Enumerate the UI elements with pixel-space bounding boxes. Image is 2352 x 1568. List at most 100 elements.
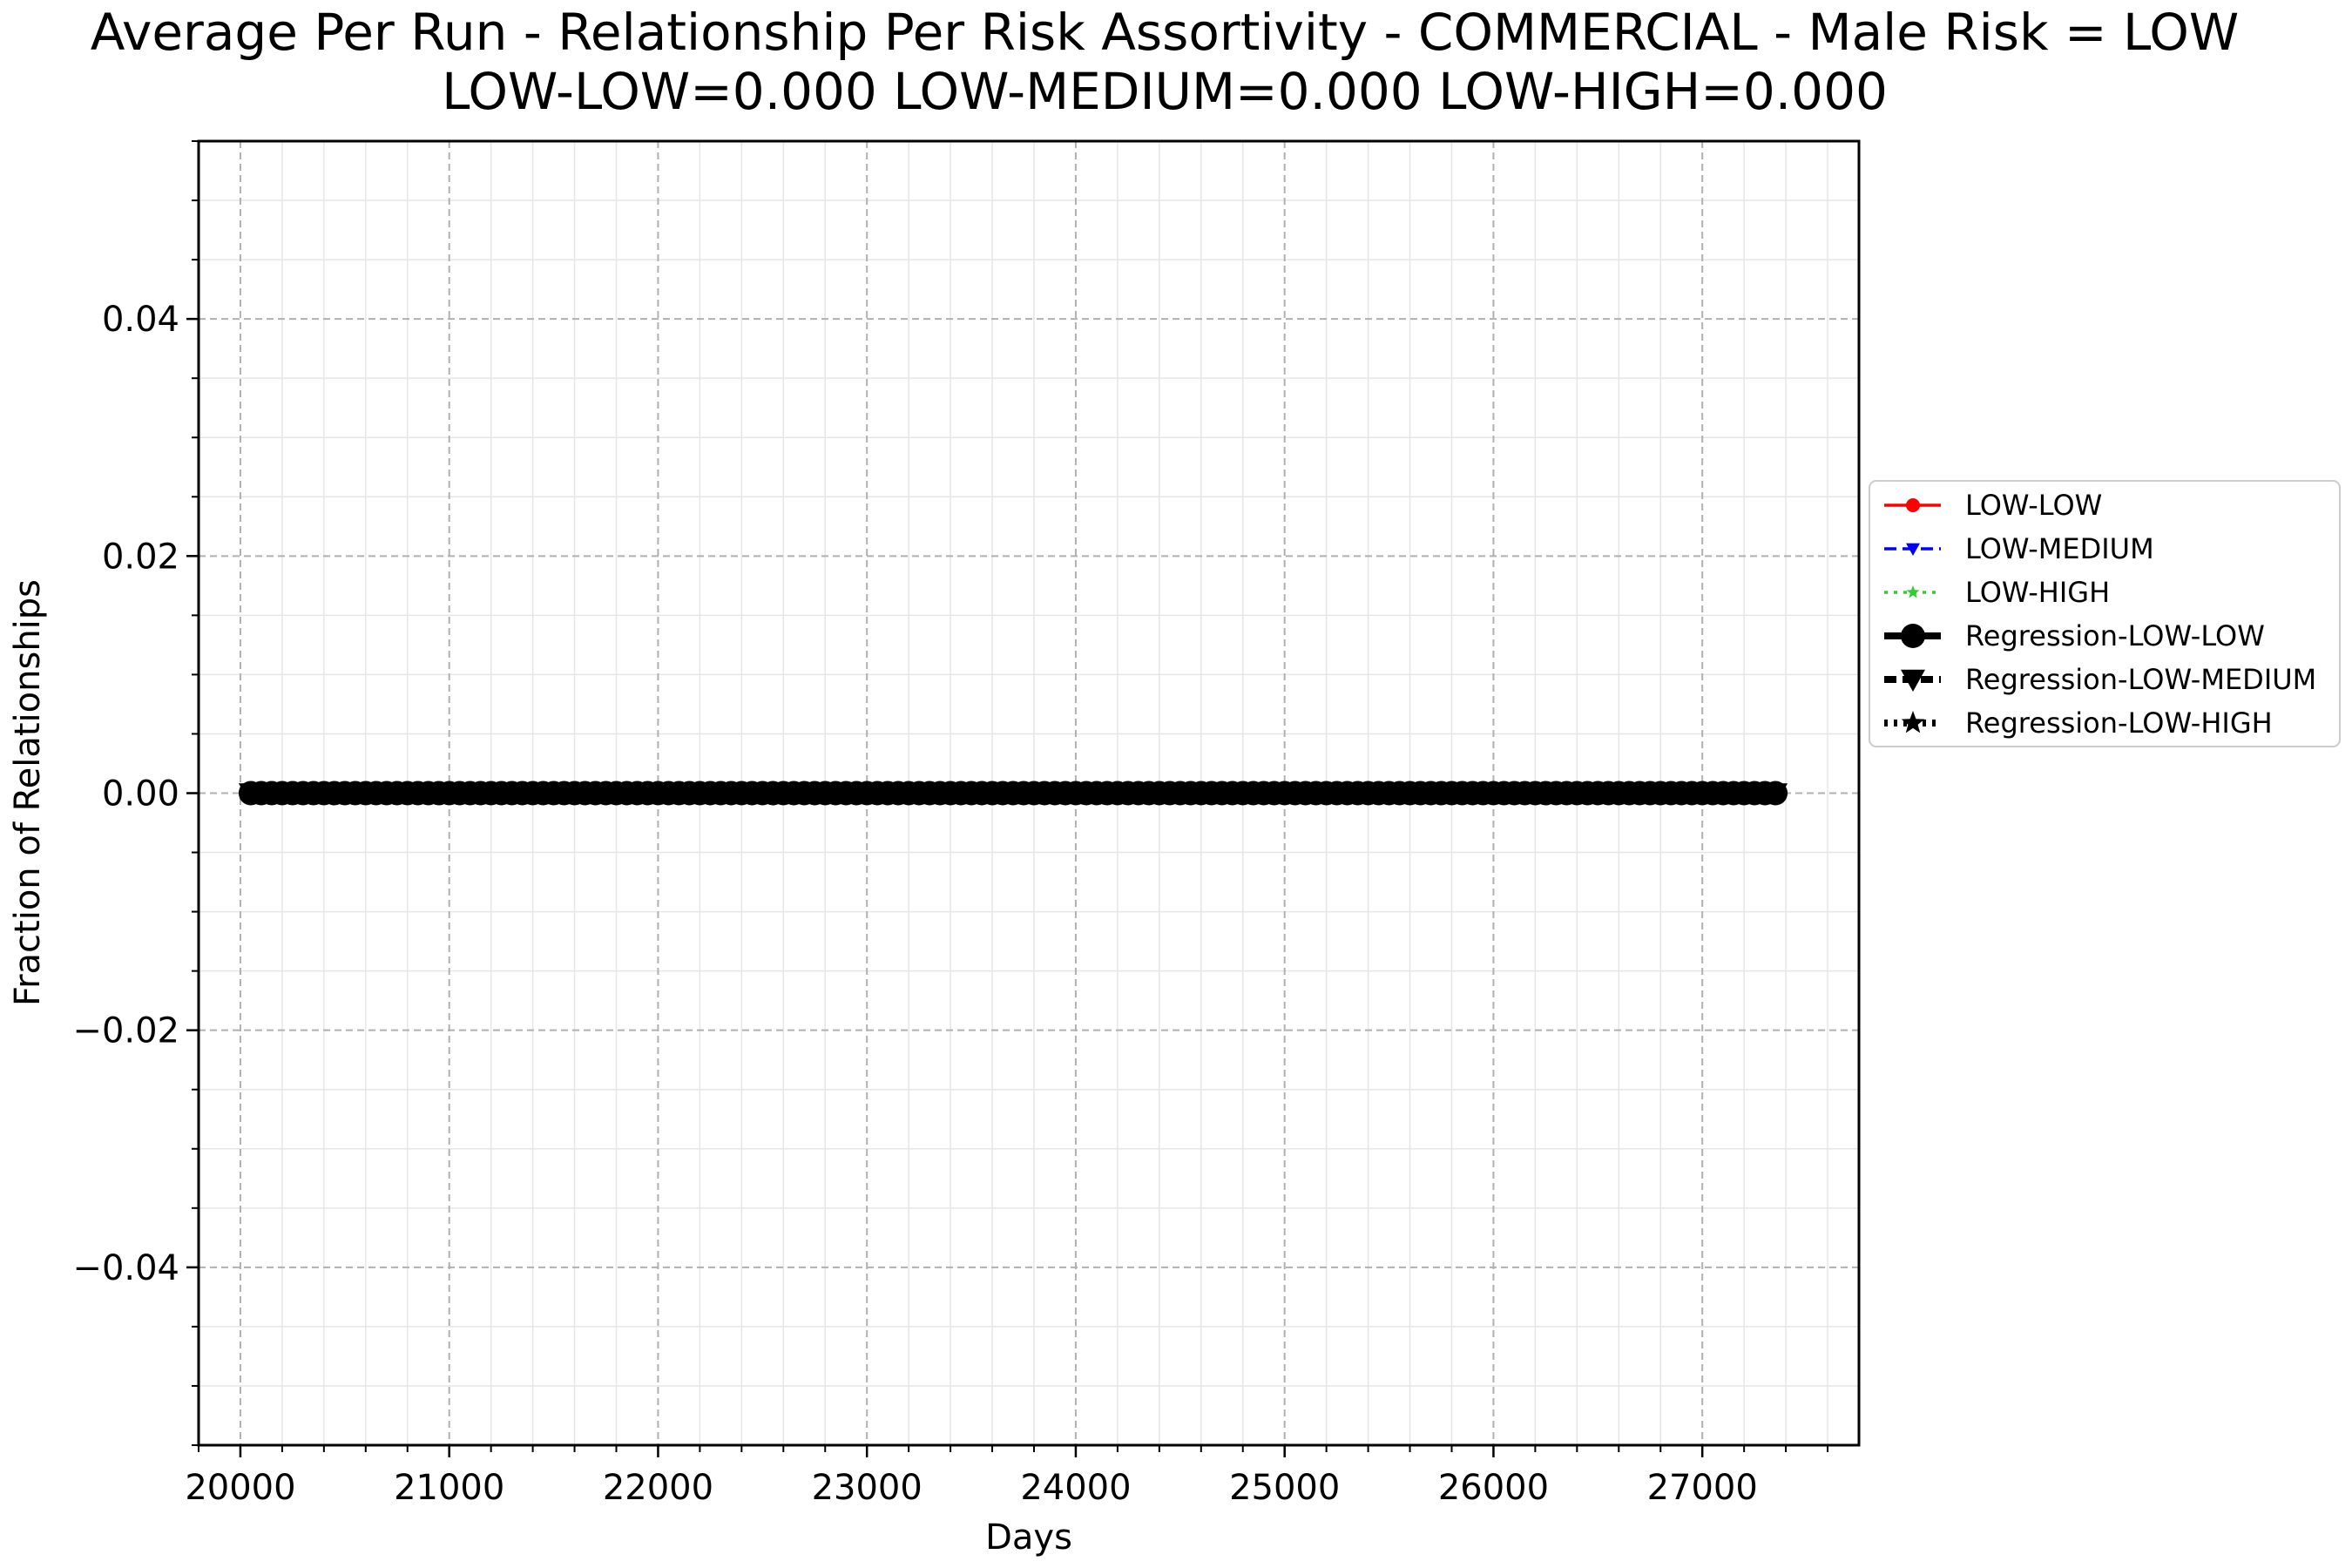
data-point (980, 781, 1004, 803)
data-point (500, 781, 524, 803)
data-point (1711, 781, 1735, 803)
data-point (1241, 781, 1266, 803)
data-point (709, 781, 733, 803)
data-point (1043, 781, 1067, 803)
legend-label: LOW-MEDIUM (1965, 532, 2154, 565)
data-point (1461, 781, 1484, 803)
legend: LOW-LOW LOW-MEDIUM LOW-HIGH Regression-LOW-… (1869, 480, 2341, 747)
data-point (625, 781, 649, 803)
data-point (834, 781, 858, 803)
data-point (1513, 781, 1537, 803)
data-point (855, 781, 879, 803)
data-point (928, 781, 952, 803)
data-point (1409, 781, 1432, 803)
data-point (1210, 781, 1234, 803)
data-point (844, 781, 868, 803)
data-point (1627, 781, 1652, 803)
data-point (1721, 781, 1746, 803)
series-regression-low-high (239, 781, 1788, 803)
data-point (1356, 781, 1380, 803)
data-point (917, 781, 942, 803)
x-axis-label: Days (985, 1517, 1072, 1558)
data-point (1638, 781, 1662, 803)
data-point (542, 781, 565, 803)
data-point (1304, 781, 1328, 803)
x-tick-label: 27000 (1647, 1468, 1758, 1508)
data-point (1105, 781, 1130, 803)
data-point (1596, 781, 1620, 803)
legend-marker (1901, 669, 1925, 692)
data-point (1753, 781, 1777, 803)
legend-item: LOW-HIGH (1884, 576, 2110, 609)
data-point (1576, 781, 1599, 803)
data-point (521, 781, 544, 803)
data-point (1001, 781, 1025, 803)
data-point (301, 781, 326, 803)
data-point (1388, 781, 1411, 803)
data-point (1565, 781, 1589, 803)
data-point (1158, 781, 1182, 803)
data-point (792, 781, 816, 803)
data-point (657, 781, 680, 803)
data-point (584, 781, 607, 803)
data-point (823, 781, 848, 803)
data-point (1346, 781, 1369, 803)
data-point (416, 781, 441, 803)
data-point (1064, 781, 1088, 803)
data-point (1022, 781, 1046, 803)
data-point (1555, 781, 1578, 803)
data-point (1450, 781, 1474, 803)
legend-marker (1901, 711, 1925, 733)
data-point (1648, 781, 1673, 803)
data-point (771, 781, 795, 803)
data-point (1283, 781, 1307, 803)
plot-series (238, 781, 1788, 806)
legend-marker (1906, 543, 1920, 556)
data-point (1095, 781, 1119, 803)
data-point (1011, 781, 1036, 803)
data-point (886, 781, 910, 803)
data-point (949, 781, 973, 803)
data-point (1147, 781, 1172, 803)
legend-item: Regression-LOW-MEDIUM (1884, 663, 2316, 696)
tick-labels: 20000 21000 22000 23000 24000 25000 26000 27000… (72, 300, 1757, 1508)
legend-box (1869, 480, 2341, 747)
data-point (437, 781, 462, 803)
data-point (479, 781, 503, 803)
data-point (1377, 781, 1401, 803)
chart-title: Average Per Run - Relationship Per Risk … (91, 3, 2240, 62)
data-point (239, 781, 263, 803)
y-axis-label: Fraction of Relationships (8, 579, 48, 1006)
data-point (249, 781, 274, 803)
data-point (1085, 781, 1109, 803)
legend-label: LOW-HIGH (1965, 576, 2110, 609)
axis-ticks (186, 140, 1829, 1457)
data-point (1440, 781, 1463, 803)
y-tick-label: −0.02 (72, 1011, 179, 1051)
y-tick-label: 0.02 (102, 537, 179, 577)
data-point (1700, 781, 1725, 803)
data-point (1220, 781, 1245, 803)
data-point (615, 781, 639, 803)
data-point (1669, 781, 1693, 803)
data-point (1179, 781, 1203, 803)
data-point (760, 781, 785, 803)
data-point (406, 781, 430, 803)
data-point (1471, 781, 1495, 803)
legend-item: Regression-LOW-LOW (1884, 619, 2265, 652)
data-point (740, 781, 764, 803)
data-point (322, 781, 347, 803)
data-point (813, 781, 837, 803)
data-point (1231, 781, 1255, 803)
legend-marker (1906, 498, 1920, 512)
data-point (1053, 781, 1078, 803)
data-point (427, 781, 451, 803)
data-point (1659, 781, 1683, 803)
data-point (1137, 781, 1161, 803)
data-point (1367, 781, 1390, 803)
data-point (1294, 781, 1317, 803)
data-point (1742, 781, 1767, 803)
y-tick-label: 0.04 (102, 300, 179, 340)
legend-label: Regression-LOW-MEDIUM (1965, 663, 2316, 696)
